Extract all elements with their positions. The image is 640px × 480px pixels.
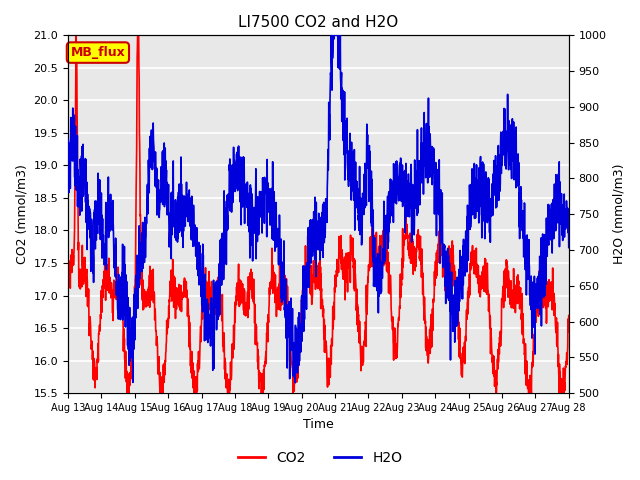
X-axis label: Time: Time (303, 419, 333, 432)
Text: MB_flux: MB_flux (70, 46, 125, 59)
Legend: CO2, H2O: CO2, H2O (232, 445, 408, 471)
Title: LI7500 CO2 and H2O: LI7500 CO2 and H2O (238, 15, 399, 30)
Y-axis label: H2O (mmol/m3): H2O (mmol/m3) (612, 164, 625, 264)
Y-axis label: CO2 (mmol/m3): CO2 (mmol/m3) (15, 164, 28, 264)
